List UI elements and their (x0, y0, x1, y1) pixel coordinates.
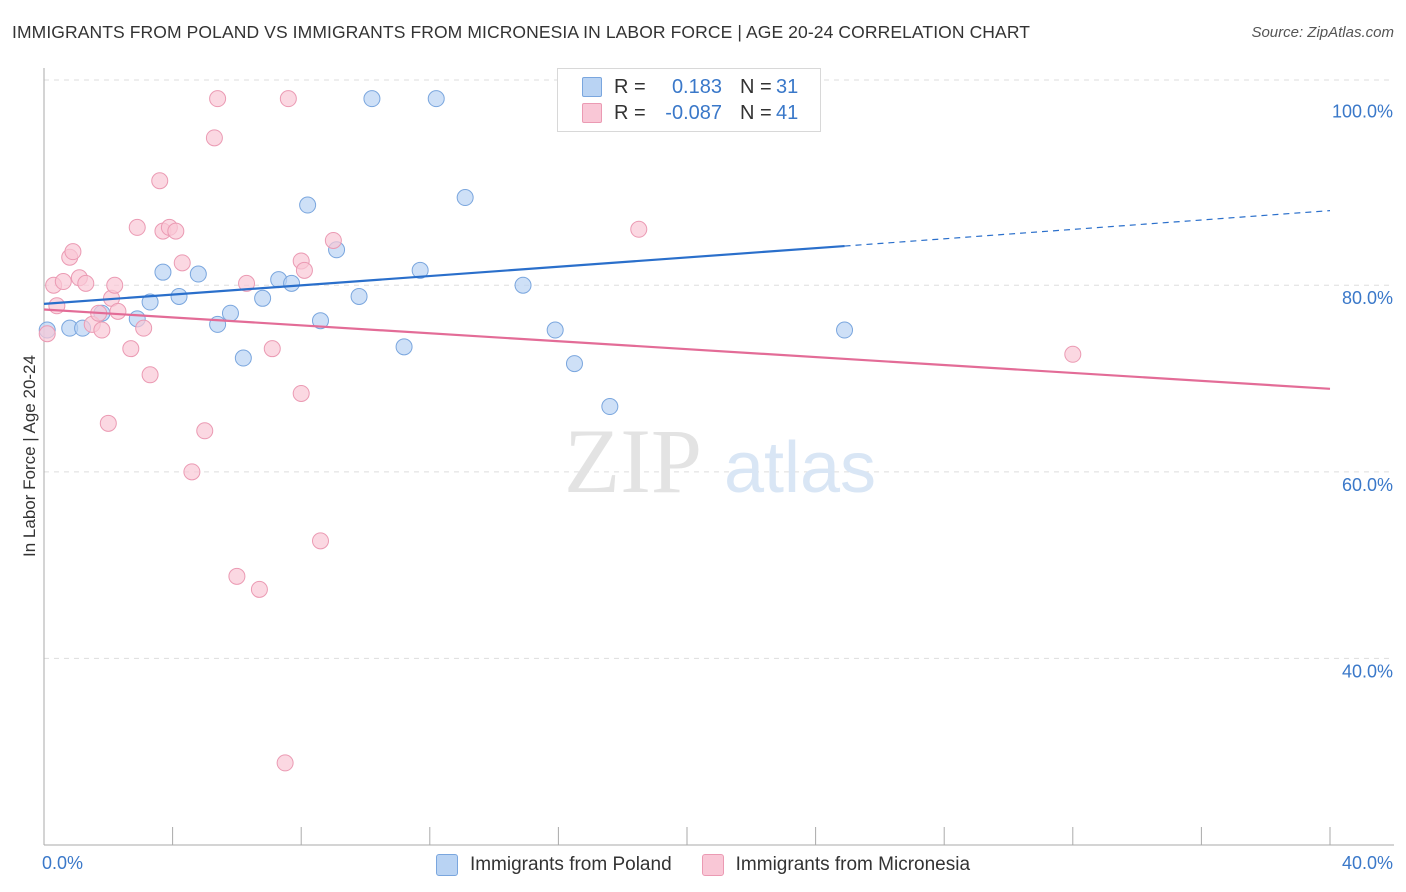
y-axis-title: In Labor Force | Age 20-24 (20, 355, 39, 557)
micronesia-legend-swatch (701, 854, 724, 876)
x-tick-label: 40.0% (1342, 853, 1393, 873)
micronesia-point[interactable] (209, 90, 227, 108)
legend-item-poland[interactable]: Immigrants from Poland (435, 854, 672, 876)
poland-n-label: N = (740, 75, 772, 98)
poland-point[interactable] (283, 274, 301, 292)
poland-point[interactable] (836, 321, 854, 339)
chart-title: IMMIGRANTS FROM POLAND VS IMMIGRANTS FRO… (12, 22, 1031, 42)
y-tick-label: 40.0% (1342, 661, 1393, 681)
poland-r-value: 0.183 (671, 75, 722, 98)
y-tick-label: 60.0% (1342, 475, 1393, 495)
poland-point[interactable] (601, 398, 619, 416)
micronesia-point[interactable] (128, 218, 146, 236)
micronesia-point[interactable] (295, 261, 313, 279)
source-credit: Source: ZipAtlas.com (1251, 24, 1394, 41)
poland-point[interactable] (170, 287, 188, 305)
legend-item-micronesia[interactable]: Immigrants from Micronesia (701, 854, 971, 876)
micronesia-point[interactable] (276, 754, 294, 772)
poland-point[interactable] (456, 189, 474, 207)
micronesia-r-label: R = (614, 101, 646, 124)
x-tick-label: 0.0% (42, 853, 83, 873)
micronesia-n-value: 41 (776, 101, 799, 124)
poland-n-value: 31 (776, 75, 799, 98)
micronesia-point[interactable] (122, 340, 140, 358)
poland-point[interactable] (189, 265, 207, 283)
poland-point[interactable] (411, 261, 429, 279)
poland-point[interactable] (350, 287, 368, 305)
trend-layer (43, 210, 1331, 390)
micronesia-point[interactable] (64, 243, 82, 261)
legend-row-poland: R = 0.183 N = 31 (582, 74, 798, 100)
points-layer (38, 90, 1082, 772)
micronesia-point[interactable] (54, 273, 72, 291)
micronesia-point[interactable] (311, 532, 329, 550)
micronesia-point[interactable] (630, 220, 648, 238)
micronesia-point[interactable] (173, 254, 191, 272)
poland-r-label: R = (614, 75, 646, 98)
y-tick-label: 100.0% (1332, 102, 1393, 122)
poland-point[interactable] (311, 312, 329, 330)
poland-point[interactable] (363, 90, 381, 108)
x-tick-labels: 0.0% 40.0% (42, 853, 1393, 873)
micronesia-point[interactable] (250, 580, 268, 598)
legend-row-micronesia: R = -0.087 N = 41 (582, 100, 798, 126)
poland-point[interactable] (141, 293, 159, 311)
micronesia-point[interactable] (141, 366, 159, 384)
micronesia-point[interactable] (99, 414, 117, 432)
poland-point[interactable] (299, 196, 317, 214)
micronesia-point[interactable] (263, 340, 281, 358)
micronesia-r-value: -0.087 (665, 101, 722, 124)
grid-layer (44, 79, 1394, 659)
poland-point[interactable] (154, 263, 172, 281)
micronesia-legend-label: Immigrants from Micronesia (735, 854, 971, 875)
y-tick-labels: 100.0% 80.0% 60.0% 40.0% (1332, 102, 1393, 682)
micronesia-point[interactable] (324, 231, 342, 249)
micronesia-point[interactable] (38, 325, 56, 343)
poland-point[interactable] (395, 338, 413, 356)
poland-point[interactable] (221, 304, 239, 322)
poland-point[interactable] (427, 90, 445, 108)
y-tick-label: 80.0% (1342, 288, 1393, 308)
micronesia-point[interactable] (167, 222, 185, 240)
micronesia-point[interactable] (196, 422, 214, 440)
poland-point[interactable] (254, 289, 272, 307)
axis-layer (43, 68, 1394, 846)
poland-point[interactable] (546, 321, 564, 339)
micronesia-point[interactable] (77, 274, 95, 292)
micronesia-point[interactable] (183, 463, 201, 481)
poland-point[interactable] (565, 355, 583, 373)
poland-point[interactable] (234, 349, 252, 367)
poland-swatch (582, 77, 602, 97)
micronesia-point[interactable] (151, 172, 169, 190)
micronesia-point[interactable] (279, 90, 297, 108)
micronesia-point[interactable] (238, 274, 256, 292)
poland-trend-extension (844, 210, 1331, 247)
micronesia-n-label: N = (740, 101, 772, 124)
micronesia-point[interactable] (1064, 345, 1082, 363)
poland-legend-label: Immigrants from Poland (469, 854, 672, 875)
micronesia-point[interactable] (93, 321, 111, 339)
series-legend: Immigrants from Poland Immigrants from M… (0, 852, 1406, 878)
micronesia-point[interactable] (205, 129, 223, 147)
micronesia-point[interactable] (106, 276, 124, 294)
poland-point[interactable] (514, 276, 532, 294)
watermark-atlas: atlas (724, 428, 876, 508)
micronesia-point[interactable] (292, 384, 310, 402)
micronesia-trend-line (43, 308, 1331, 390)
stats-legend: R = 0.183 N = 31 R = -0.087 N = 41 (557, 68, 821, 132)
micronesia-point[interactable] (135, 319, 153, 337)
watermark-zip: ZIP (564, 410, 702, 512)
micronesia-point[interactable] (109, 302, 127, 320)
poland-trend-line (43, 244, 845, 305)
micronesia-swatch (582, 103, 602, 123)
micronesia-point[interactable] (228, 567, 246, 585)
poland-legend-swatch (435, 854, 458, 876)
